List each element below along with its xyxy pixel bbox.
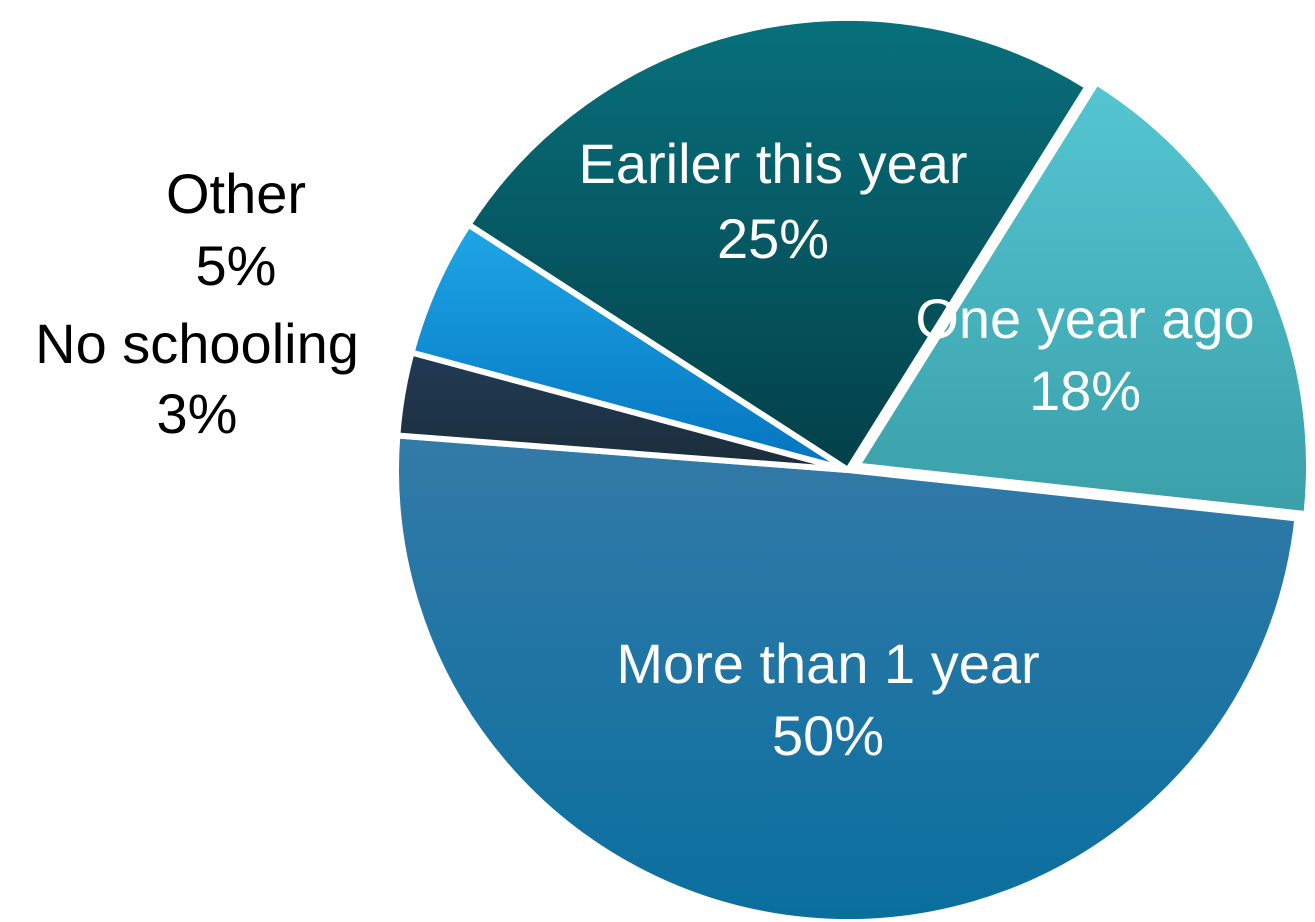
slice-label-name: Eariler this year (578, 132, 967, 195)
pie-slice-more-than-1-year (393, 432, 1301, 922)
slice-label-value: 3% (157, 382, 238, 445)
slice-label-name: One year ago (915, 287, 1254, 350)
slice-label-eariler-this-year: Eariler this year 25% (578, 132, 967, 270)
pie-slice-eariler-this-year (465, 15, 1091, 473)
slice-label-value: 25% (717, 207, 829, 270)
slice-label-value: 5% (196, 234, 277, 297)
slice-label-value: 18% (1029, 359, 1141, 422)
slice-label-more-than-1-year: More than 1 year 50% (616, 632, 1039, 767)
slice-label-name: No schooling (35, 312, 359, 375)
slice-label-name: More than 1 year (616, 632, 1039, 695)
pie-slice-one-year-ago (853, 79, 1312, 518)
slice-label-one-year-ago: One year ago 18% (915, 287, 1254, 422)
slice-label-no-schooling: No schooling 3% (35, 312, 359, 445)
slice-label-name: Other (166, 162, 306, 225)
pie-slices (393, 15, 1312, 922)
slice-label-value: 50% (772, 704, 884, 767)
pie-labels: One year ago 18% More than 1 year 50% No sch… (35, 132, 1255, 767)
slice-label-other: Other 5% (166, 162, 306, 297)
